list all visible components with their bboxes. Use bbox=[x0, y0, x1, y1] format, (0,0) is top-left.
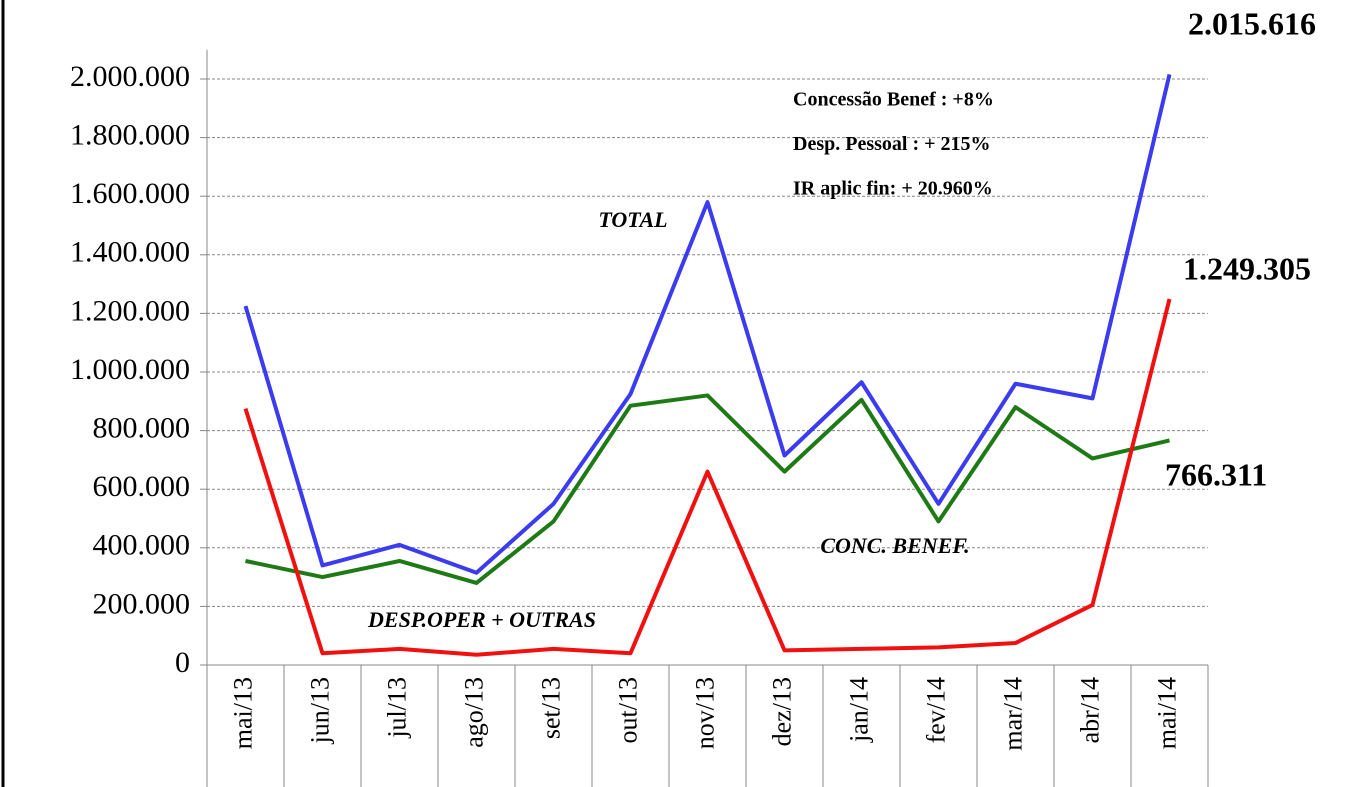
series-line bbox=[243, 298, 1172, 657]
y-tick-label: 200.000 bbox=[93, 587, 191, 620]
x-tick-label: jan/14 bbox=[844, 677, 873, 743]
x-tick-label: jun/13 bbox=[305, 677, 334, 744]
x-tick-label: abr/14 bbox=[1075, 677, 1104, 743]
series-label: TOTAL bbox=[598, 207, 667, 232]
y-tick-label: 800.000 bbox=[93, 411, 191, 444]
series-line bbox=[245, 393, 1170, 585]
x-tick-label: jul/13 bbox=[382, 677, 411, 739]
annotation: IR aplic fin: + 20.960% bbox=[793, 178, 993, 200]
value-label: 2.015.616 bbox=[1188, 5, 1316, 41]
x-tick-label: dez/13 bbox=[767, 677, 796, 746]
x-tick-label: nov/13 bbox=[690, 677, 719, 749]
y-tick-label: 0 bbox=[175, 646, 190, 679]
x-tick-label: out/13 bbox=[613, 677, 642, 743]
x-tick-label: fev/14 bbox=[921, 677, 950, 743]
value-label: 766.311 bbox=[1165, 456, 1267, 492]
annotation: Desp. Pessoal : + 215% bbox=[793, 133, 991, 155]
x-tick-label: ago/13 bbox=[459, 677, 488, 748]
y-tick-label: 1.000.000 bbox=[70, 353, 190, 386]
x-tick-label: mar/14 bbox=[998, 677, 1027, 751]
y-tick-label: 600.000 bbox=[93, 470, 191, 503]
y-tick-label: 1.400.000 bbox=[70, 236, 190, 269]
series-label: CONC. BENEF. bbox=[820, 533, 969, 558]
series-label: DESP.OPER + OUTRAS bbox=[367, 607, 596, 632]
x-tick-label: mai/14 bbox=[1152, 677, 1181, 749]
value-label: 1.249.305 bbox=[1183, 250, 1311, 286]
y-tick-label: 1.600.000 bbox=[70, 177, 190, 210]
annotation: Concessão Benef : +8% bbox=[793, 89, 994, 111]
series-line bbox=[243, 73, 1172, 575]
y-tick-label: 2.000.000 bbox=[70, 60, 190, 93]
y-tick-label: 1.800.000 bbox=[70, 118, 190, 151]
y-tick-label: 1.200.000 bbox=[70, 294, 190, 327]
x-tick-label: set/13 bbox=[536, 677, 565, 739]
y-tick-label: 400.000 bbox=[93, 529, 191, 562]
x-tick-label: mai/13 bbox=[228, 677, 257, 749]
